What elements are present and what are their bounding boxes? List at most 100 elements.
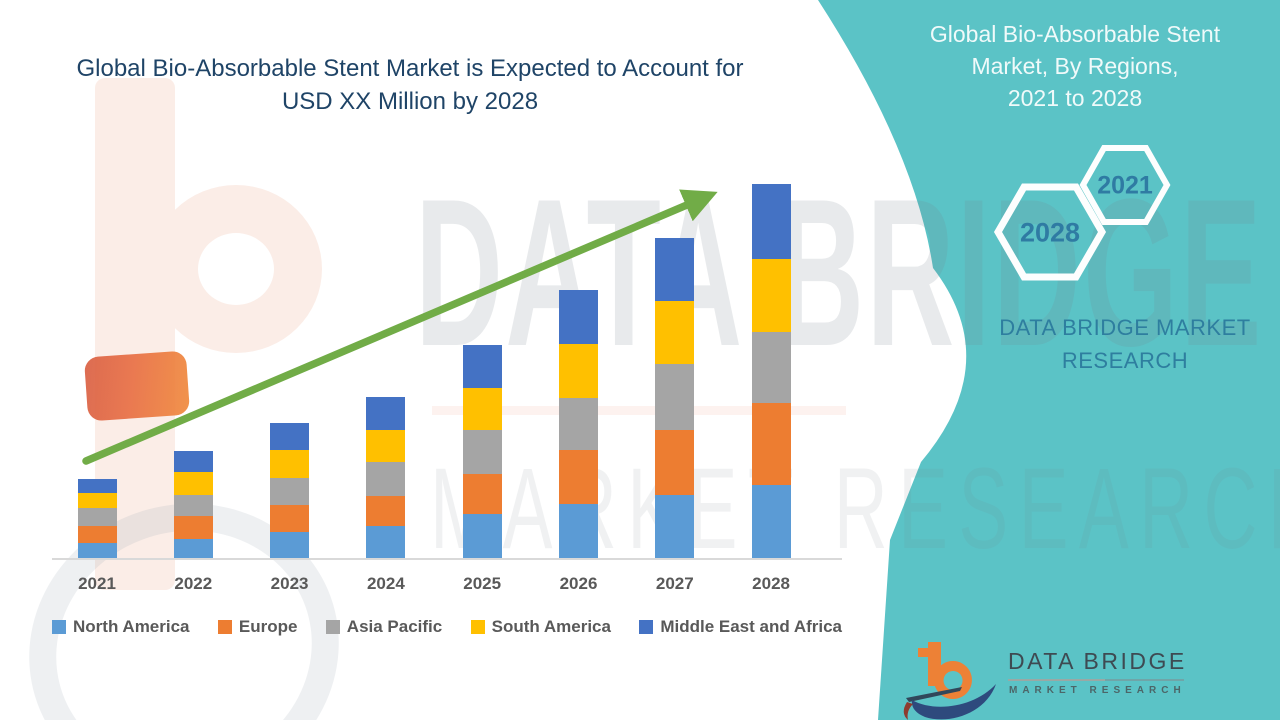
side-panel-title-line3: 2021 to 2028	[1007, 85, 1143, 111]
footer-tagline-text: MARKET RESEARCH	[1009, 685, 1186, 696]
bar-segment-europe	[77, 526, 117, 543]
bar-segment-europe	[270, 505, 310, 532]
legend-label: Asia Pacific	[346, 617, 443, 636]
stacked-bar-2022	[173, 451, 213, 559]
bar-segment-south-america	[77, 493, 117, 508]
legend-item-middle-east-and-africa: Middle East and Africa	[639, 617, 842, 637]
watermark-faint-band	[432, 406, 846, 415]
bar-segment-south-america	[559, 344, 598, 398]
legend-label: South America	[491, 617, 611, 636]
bar-segment-south-america	[462, 388, 502, 430]
legend-item-north-america: North America	[52, 617, 190, 637]
legend-label: Europe	[238, 617, 298, 636]
bar-segment-north-america	[77, 543, 117, 559]
hexagon-year-2021: 2021	[1097, 171, 1153, 200]
x-axis-label-2023: 2023	[270, 574, 309, 593]
footer-brand-underline	[1008, 679, 1184, 681]
legend-swatch-icon	[325, 620, 340, 634]
stacked-bar-2025	[462, 345, 502, 559]
legend-swatch-icon	[217, 620, 232, 634]
bar-segment-asia-pacific	[77, 508, 117, 526]
footer-brand-text: DATA BRIDGE	[1008, 648, 1187, 674]
x-axis-label-2026: 2026	[559, 574, 598, 593]
hexagon-2028-outline	[993, 183, 1107, 281]
bar-segment-north-america	[559, 504, 598, 559]
hexagon-2021-outline	[1079, 145, 1171, 225]
legend-item-europe: Europe	[217, 617, 298, 637]
bar-segment-north-america	[462, 514, 502, 559]
stacked-bar-2028	[751, 184, 791, 559]
bar-segment-south-america	[270, 450, 310, 478]
bar-segment-europe	[655, 430, 695, 495]
bar-segment-europe	[462, 474, 502, 514]
x-axis-label-2028: 2028	[752, 574, 790, 593]
side-panel-brand-line2: RESEARCH	[1061, 348, 1189, 373]
logo-roof-line	[906, 687, 962, 702]
logo-b-bowl	[933, 661, 972, 699]
chart-title: Global Bio-Absorbable Stent Market is Ex…	[40, 52, 780, 118]
chart-title-line1: Global Bio-Absorbable Stent Market is Ex…	[76, 55, 744, 82]
side-panel-brand: DATA BRIDGE MARKET RESEARCH	[950, 311, 1280, 377]
stacked-bar-2023	[270, 423, 310, 559]
side-panel-title: Global Bio-Absorbable Stent Market, By R…	[870, 18, 1280, 114]
x-axis-label-2022: 2022	[174, 574, 213, 593]
bar-segment-south-america	[655, 301, 695, 364]
side-panel-title-line1: Global Bio-Absorbable Stent	[929, 21, 1221, 47]
bar-segment-north-america	[270, 532, 310, 559]
trend-arrow-line	[82, 189, 718, 465]
bar-segment-north-america	[751, 485, 791, 559]
x-axis-label-2027: 2027	[655, 574, 694, 593]
stacked-bar-2024	[366, 397, 406, 559]
legend-label: North America	[73, 617, 190, 636]
bar-segment-south-america	[751, 259, 791, 332]
side-panel-brand-line1: DATA BRIDGE MARKET	[999, 315, 1251, 340]
legend-item-south-america: South America	[470, 617, 611, 637]
bar-segment-asia-pacific	[462, 430, 502, 474]
bar-segment-middle-east-and-africa	[751, 184, 791, 259]
legend-swatch-icon	[639, 620, 654, 634]
bar-segment-asia-pacific	[366, 462, 406, 496]
bar-segment-middle-east-and-africa	[173, 451, 213, 472]
bar-segment-middle-east-and-africa	[462, 345, 502, 388]
bar-segment-europe	[559, 450, 598, 504]
bar-segment-asia-pacific	[655, 364, 695, 430]
bar-segment-asia-pacific	[270, 478, 310, 505]
stacked-bar-2026	[559, 290, 598, 559]
logo-swoosh	[911, 684, 996, 720]
logo-red-tail	[903, 702, 913, 720]
bar-segment-middle-east-and-africa	[270, 423, 310, 450]
legend-swatch-icon	[52, 620, 66, 634]
bar-segment-north-america	[366, 526, 406, 559]
bar-segment-middle-east-and-africa	[77, 479, 117, 493]
bar-segment-north-america	[655, 495, 695, 559]
bar-segment-south-america	[173, 472, 213, 495]
chart-legend: North America Europe Asia Pacific South Ame…	[52, 617, 842, 637]
bar-segment-europe	[366, 496, 406, 526]
watermark-brand-text: DATA BRIDGE	[415, 155, 1264, 390]
bar-segment-middle-east-and-africa	[655, 238, 695, 301]
bar-segment-europe	[751, 403, 791, 485]
bar-segment-asia-pacific	[751, 332, 791, 403]
x-axis-label-2024: 2024	[366, 574, 405, 593]
x-axis-line	[52, 558, 842, 560]
x-axis-label-2021: 2021	[78, 574, 116, 593]
legend-item-asia-pacific: Asia Pacific	[325, 617, 443, 637]
stacked-bar-2027	[655, 238, 695, 559]
bar-segment-middle-east-and-africa	[366, 397, 406, 430]
legend-label: Middle East and Africa	[660, 617, 842, 636]
legend-swatch-icon	[470, 620, 485, 634]
x-axis-label-2025: 2025	[463, 574, 502, 593]
bar-segment-asia-pacific	[559, 398, 598, 450]
hexagon-year-2028: 2028	[1019, 217, 1081, 248]
bar-segment-europe	[173, 516, 213, 539]
stacked-bar-2021	[77, 479, 117, 559]
bar-segment-south-america	[366, 430, 406, 462]
logo-b-serif	[918, 648, 929, 657]
bar-segment-north-america	[173, 539, 213, 559]
chart-title-line2: USD XX Million by 2028	[281, 88, 539, 115]
side-panel-title-line2: Market, By Regions,	[971, 53, 1179, 79]
